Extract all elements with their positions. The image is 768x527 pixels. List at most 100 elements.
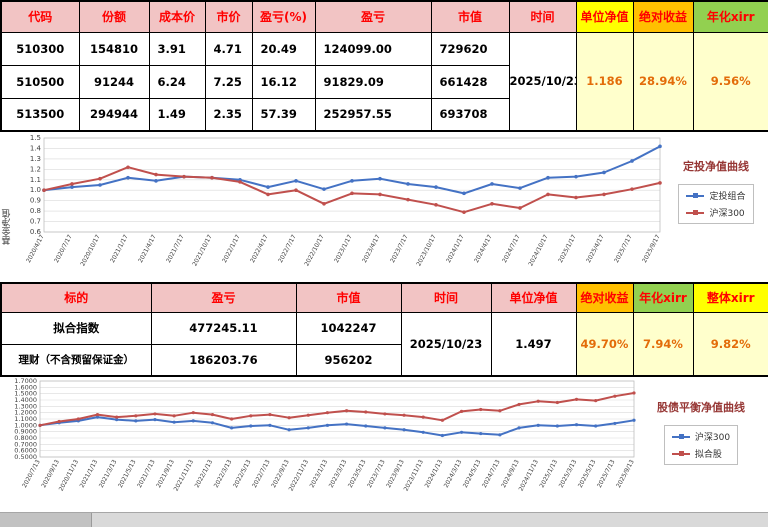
cell-price[interactable]: 4.71	[204, 31, 253, 66]
svg-text:1.2: 1.2	[30, 165, 41, 173]
header-target[interactable]: 标的	[0, 282, 152, 313]
cell-cost[interactable]: 1.49	[148, 97, 206, 132]
cell-pl[interactable]: 91829.09	[314, 64, 432, 99]
header-pl[interactable]: 盈亏	[150, 282, 297, 313]
svg-text:2022/3/13: 2022/3/13	[213, 458, 234, 489]
cell-overall-xirr[interactable]: 9.82%	[692, 311, 768, 377]
cell-code[interactable]: 510500	[0, 64, 80, 99]
cell-mv[interactable]: 729620	[430, 31, 510, 66]
svg-text:2020/10/17: 2020/10/17	[79, 234, 102, 268]
chart-y-axis-title: 基金净值	[2, 209, 13, 245]
cell-mv[interactable]: 693708	[430, 97, 510, 132]
cell-mv[interactable]: 1042247	[295, 311, 402, 345]
svg-text:2024/5/13: 2024/5/13	[462, 458, 483, 489]
svg-text:2021/1/13: 2021/1/13	[79, 458, 100, 489]
table-row: 理财（不含预留保证金） 186203.76 956202	[0, 343, 768, 377]
svg-text:0.7000: 0.7000	[14, 440, 37, 448]
cell-xirr[interactable]: 9.56%	[692, 31, 768, 132]
svg-text:0.8: 0.8	[30, 207, 41, 215]
legend-item: 拟合股	[671, 447, 730, 460]
header-unit-nav[interactable]: 单位净值	[575, 0, 634, 33]
header-abs-return[interactable]: 绝对收益	[575, 282, 634, 313]
svg-text:2024/9/13: 2024/9/13	[500, 458, 521, 489]
cell-pl[interactable]: 477245.11	[150, 311, 297, 345]
cell-xirr[interactable]: 7.94%	[632, 311, 694, 377]
svg-text:1.1000: 1.1000	[14, 415, 37, 423]
header-market-value[interactable]: 市值	[295, 282, 402, 313]
header-time[interactable]: 时间	[508, 0, 577, 33]
cell-abs-return[interactable]: 49.70%	[575, 311, 634, 377]
chart-legend: 沪深300 拟合股	[663, 425, 739, 465]
cell-pl-pct[interactable]: 16.12	[251, 64, 316, 99]
aggregate-table: 标的 盈亏 市值 时间 单位净值 绝对收益 年化xirr 整体xirr 拟合指数…	[0, 282, 768, 377]
legend-line-sample-blue	[686, 192, 705, 198]
legend-line-sample-red	[686, 209, 705, 215]
svg-text:2020/7/17: 2020/7/17	[53, 233, 74, 264]
svg-text:2021/7/17: 2021/7/17	[165, 233, 186, 264]
svg-text:1.0000: 1.0000	[14, 421, 37, 429]
cell-mv[interactable]: 956202	[295, 343, 402, 377]
svg-text:0.6: 0.6	[30, 228, 42, 236]
svg-text:2021/5/13: 2021/5/13	[117, 458, 138, 489]
svg-text:1.5: 1.5	[30, 134, 41, 142]
cell-price[interactable]: 7.25	[204, 64, 253, 99]
table-row: 510500 91244 6.24 7.25 16.12 91829.09 66…	[0, 64, 768, 99]
svg-text:2025/1/17: 2025/1/17	[557, 233, 578, 264]
header-pl-percent[interactable]: 盈亏(%)	[251, 0, 316, 33]
svg-text:1.2000: 1.2000	[14, 409, 37, 417]
header-pl[interactable]: 盈亏	[314, 0, 432, 33]
line-chart-balance: 0.50000.60000.70000.80000.90001.00001.10…	[14, 377, 636, 493]
cell-shares[interactable]: 294944	[78, 97, 150, 132]
svg-text:2024/10/17: 2024/10/17	[527, 234, 550, 268]
header-market-value[interactable]: 市值	[430, 0, 510, 33]
cell-shares[interactable]: 91244	[78, 64, 150, 99]
svg-text:2024/1/17: 2024/1/17	[445, 233, 466, 264]
cell-pl[interactable]: 186203.76	[150, 343, 297, 377]
svg-text:1.3: 1.3	[30, 155, 41, 163]
legend-label: 沪深300	[709, 209, 745, 219]
header-market-price[interactable]: 市价	[204, 0, 253, 33]
cell-shares[interactable]: 154810	[78, 31, 150, 66]
cell-pl-pct[interactable]: 20.49	[251, 31, 316, 66]
svg-text:1.7000: 1.7000	[14, 377, 37, 385]
cell-target[interactable]: 拟合指数	[0, 311, 152, 345]
header-shares[interactable]: 份额	[78, 0, 150, 33]
dca-nav-chart[interactable]: 基金净值 0.6 0.7 0.8 0.9 1.0 1.1 1.2 1.3 1.4 1.5 2020/…	[0, 132, 768, 282]
cell-abs-return[interactable]: 28.94%	[632, 31, 694, 132]
cell-code[interactable]: 513500	[0, 97, 80, 132]
cell-price[interactable]: 2.35	[204, 97, 253, 132]
header-xirr[interactable]: 年化xirr	[692, 0, 768, 33]
svg-text:2021/4/17: 2021/4/17	[137, 233, 158, 264]
header-time[interactable]: 时间	[400, 282, 492, 313]
svg-text:2024/4/17: 2024/4/17	[473, 233, 494, 264]
header-unit-nav[interactable]: 单位净值	[490, 282, 577, 313]
legend-label: 定投组合	[709, 192, 746, 202]
cell-pl[interactable]: 252957.55	[314, 97, 432, 132]
cell-cost[interactable]: 3.91	[148, 31, 206, 66]
header-overall-xirr[interactable]: 整体xirr	[692, 282, 768, 313]
cell-target[interactable]: 理财（不含预留保证金）	[0, 343, 152, 377]
svg-text:2022/4/17: 2022/4/17	[249, 233, 270, 264]
balance-nav-chart[interactable]: 0.5000 0.6000 0.7000 0.8000 0.9000 1.0000 1.10…	[0, 377, 768, 509]
cell-cost[interactable]: 6.24	[148, 64, 206, 99]
header-cost-price[interactable]: 成本价	[148, 0, 206, 33]
legend-item: 定投组合	[686, 189, 746, 202]
cell-mv[interactable]: 661428	[430, 64, 510, 99]
svg-text:0.9: 0.9	[30, 197, 41, 205]
cell-unit-nav[interactable]: 1.186	[575, 31, 634, 132]
cell-time[interactable]: 2025/10/23	[508, 31, 577, 132]
svg-text:2024/7/17: 2024/7/17	[501, 233, 522, 264]
svg-text:0.7: 0.7	[30, 218, 41, 226]
cell-code[interactable]: 510300	[0, 31, 80, 66]
cell-unit-nav[interactable]: 1.497	[490, 311, 577, 377]
table-row: 513500 294944 1.49 2.35 57.39 252957.55 …	[0, 97, 768, 132]
cell-time[interactable]: 2025/10/23	[400, 311, 492, 377]
svg-text:2020/4/17: 2020/4/17	[25, 233, 46, 264]
header-xirr[interactable]: 年化xirr	[632, 282, 694, 313]
svg-text:2023/11/13: 2023/11/13	[403, 459, 426, 493]
cell-pl[interactable]: 124099.00	[314, 31, 432, 66]
svg-text:2025/4/17: 2025/4/17	[585, 233, 606, 264]
header-code[interactable]: 代码	[0, 0, 80, 33]
header-abs-return[interactable]: 绝对收益	[632, 0, 694, 33]
cell-pl-pct[interactable]: 57.39	[251, 97, 316, 132]
